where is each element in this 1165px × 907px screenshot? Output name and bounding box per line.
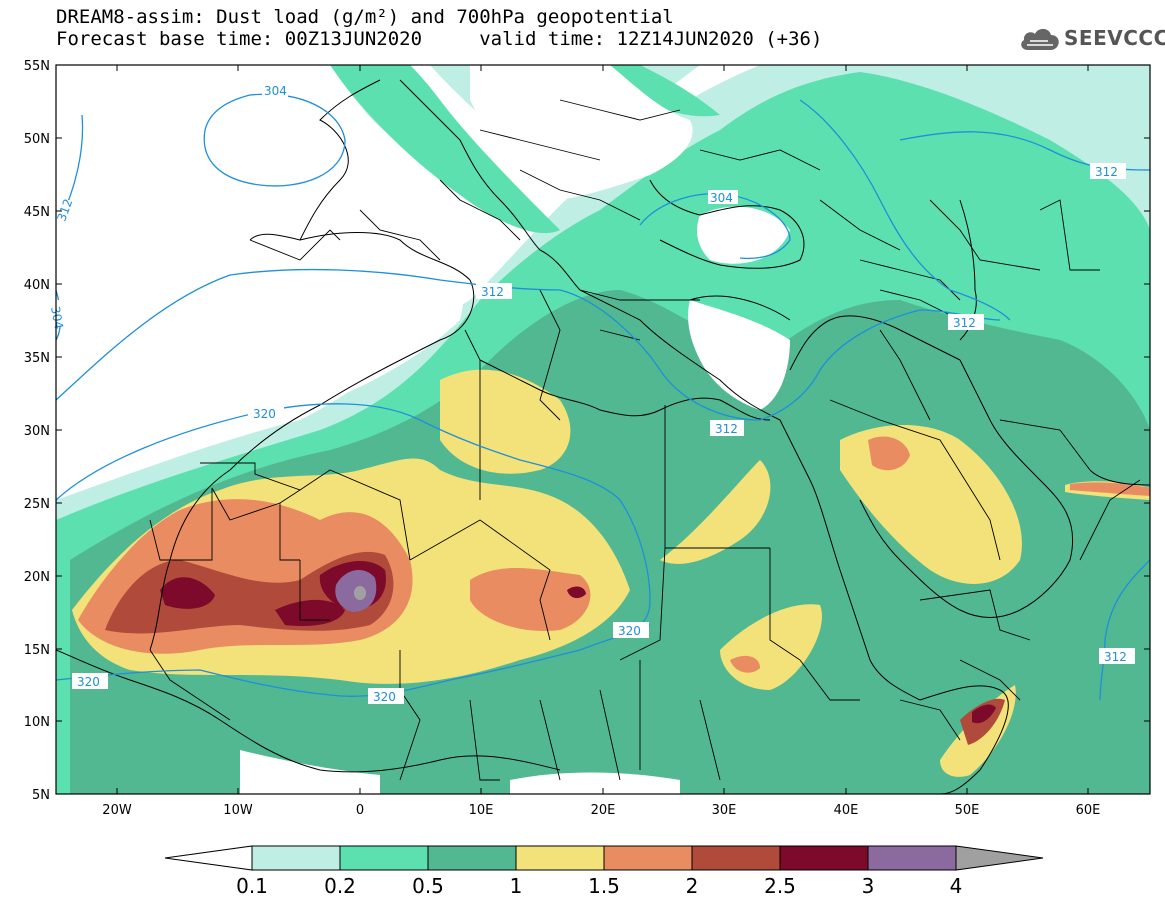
contour-labels: 304 312 304 312 312 320 312 312 320 320 … xyxy=(48,83,1135,704)
dust-band-2.5 xyxy=(160,577,215,609)
dust-band-4 xyxy=(354,586,366,600)
dust-band-2.5-chad xyxy=(567,586,586,599)
lon-label: 10W xyxy=(223,803,253,818)
logo-text: SEEVCCC xyxy=(1064,26,1165,50)
lat-label: 50N xyxy=(24,132,50,147)
dust-band-0.2-upper xyxy=(330,65,560,234)
contour-304-west xyxy=(203,93,346,187)
colorbar-swatch xyxy=(691,845,781,871)
contour-label: 312 xyxy=(715,422,738,436)
dust-band-2.5-b xyxy=(275,599,345,627)
contour-312-main xyxy=(56,268,1001,421)
lat-label: 45N xyxy=(24,205,50,220)
clear-area-atlantic xyxy=(56,65,464,490)
dust-band-1.5-iran xyxy=(1070,482,1150,496)
cloud-icon xyxy=(1021,28,1059,50)
colorbar-tick-label: 1.5 xyxy=(588,874,620,898)
chart-header: DREAM8-assim: Dust load (g/m²) and 700hP… xyxy=(56,6,956,50)
lat-label: 35N xyxy=(24,351,50,366)
colorbar-swatch xyxy=(779,845,869,871)
contour-label: 312 xyxy=(953,316,976,330)
contour-312-east xyxy=(1099,559,1150,701)
lat-label: 5N xyxy=(32,788,50,803)
clear-area-congo xyxy=(510,772,680,794)
colorbar-tick-label: 4 xyxy=(950,874,963,898)
colorbar-swatch xyxy=(867,845,957,871)
contour-label: 304 xyxy=(48,305,66,330)
contour-label: 320 xyxy=(253,407,276,421)
dust-band-2.5-somalia xyxy=(972,704,996,724)
dust-band-1.5-sudan xyxy=(730,655,760,673)
colorbar-swatch xyxy=(515,845,605,871)
lon-label: 50E xyxy=(955,803,980,818)
colorbar-tick-label: 0.5 xyxy=(412,874,444,898)
lon-label: 20E xyxy=(591,803,616,818)
contour-label: 312 xyxy=(481,285,504,299)
colorbar-swatch xyxy=(603,845,693,871)
colorbar-tick-label: 0.1 xyxy=(236,874,268,898)
colorbar-swatch xyxy=(427,845,517,871)
contour-label: 320 xyxy=(618,624,641,638)
lon-label: 40E xyxy=(834,803,859,818)
contour-312-north2 xyxy=(799,99,1011,321)
dust-band-1.5-chad xyxy=(470,568,591,631)
contour-320-main xyxy=(56,403,651,631)
colorbar-swatch xyxy=(339,845,429,871)
contour-label: 312 xyxy=(1104,650,1127,664)
lat-label: 30N xyxy=(24,424,50,439)
dust-band-1.5-arabia xyxy=(868,436,910,471)
colorbar-high-arrow xyxy=(955,845,1044,871)
lat-label: 25N xyxy=(24,497,50,512)
lat-label: 10N xyxy=(24,715,50,730)
title-line-2: Forecast base time: 00Z13JUN2020 valid t… xyxy=(56,28,823,50)
country-borders xyxy=(149,99,1141,781)
lon-labels: 20W 10W 0 10E 20E 30E 40E 50E 60E xyxy=(102,803,1100,818)
colorbar-low-arrow xyxy=(164,845,253,871)
contour-label: 320 xyxy=(373,690,396,704)
dust-band-0.2-upper2 xyxy=(610,65,720,117)
lon-label: 30E xyxy=(712,803,737,818)
colorbar-ticks: 0.1 0.2 0.5 1 1.5 2 2.5 3 4 xyxy=(236,874,962,898)
colorbar-tick-label: 2.5 xyxy=(764,874,796,898)
lon-label: 10E xyxy=(469,803,494,818)
contour-label: 312 xyxy=(1095,165,1118,179)
lat-labels: 55N 50N 45N 40N 35N 30N 25N 20N 15N 10N … xyxy=(24,59,50,803)
colorbar xyxy=(164,845,1044,871)
clear-area-turkey xyxy=(688,300,790,410)
contour-label: 304 xyxy=(264,84,287,98)
lat-label: 20N xyxy=(24,570,50,585)
contour-label: 304 xyxy=(710,191,733,205)
title-line-1: DREAM8-assim: Dust load (g/m²) and 700hP… xyxy=(56,6,674,28)
colorbar-tick-label: 1 xyxy=(510,874,523,898)
lon-axis xyxy=(116,65,1089,794)
dust-band-1-egypt xyxy=(660,460,771,564)
seevccc-logo: SEEVCCC xyxy=(1018,22,1165,56)
lon-label: 60E xyxy=(1076,803,1101,818)
lon-label: 0 xyxy=(356,803,364,818)
dust-band-1-sahara xyxy=(440,369,571,474)
contour-label: 320 xyxy=(77,675,100,689)
lat-label: 40N xyxy=(24,278,50,293)
lat-label: 15N xyxy=(24,643,50,658)
clear-area-europe xyxy=(470,65,693,200)
lon-label: 20W xyxy=(102,803,132,818)
coastlines xyxy=(56,79,1150,794)
lat-label: 55N xyxy=(24,59,50,74)
colorbar-tick-label: 2 xyxy=(686,874,699,898)
clear-area-black-sea xyxy=(697,206,790,264)
colorbar-tick-label: 0.2 xyxy=(324,874,356,898)
colorbar-swatch xyxy=(251,845,341,871)
clear-area-guinea xyxy=(240,750,380,794)
contour-304-blacksea xyxy=(639,193,791,260)
lat-axis xyxy=(56,64,1150,722)
colorbar-tick-label: 3 xyxy=(862,874,875,898)
